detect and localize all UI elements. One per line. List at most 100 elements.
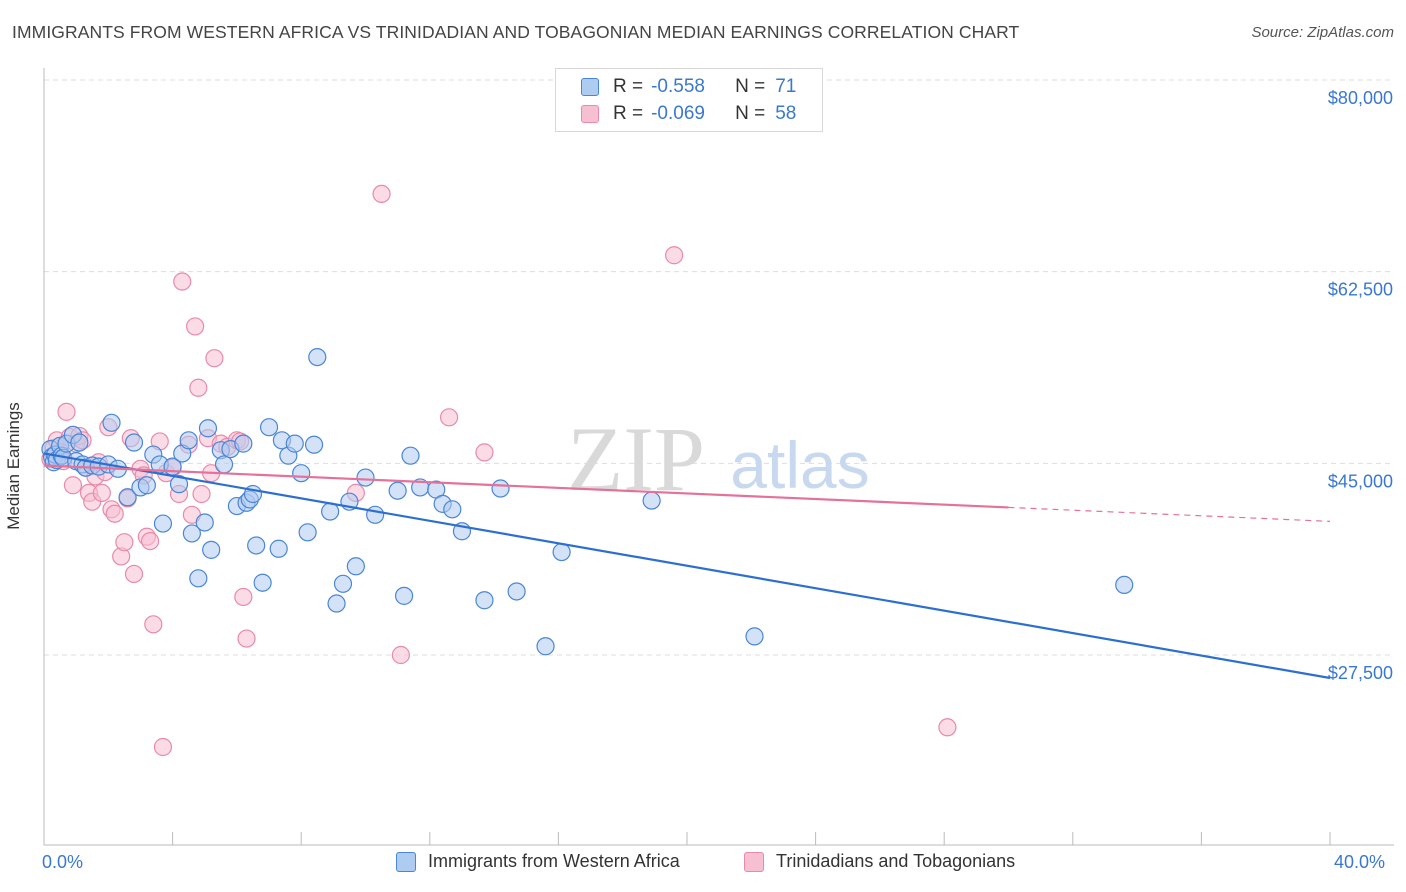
data-point-blue xyxy=(443,500,462,519)
data-point-pink xyxy=(234,587,253,607)
watermark-atlas: atlas xyxy=(730,428,869,502)
y-axis-label: Median Earnings xyxy=(4,402,23,530)
data-point-pink xyxy=(192,484,211,504)
data-point-blue xyxy=(70,433,89,452)
data-point-pink xyxy=(189,378,208,397)
data-point-blue xyxy=(475,591,494,610)
legend-row-pink: R = -0.069 N = 58 xyxy=(581,102,796,126)
data-point-pink xyxy=(475,443,494,462)
legend-swatch-blue xyxy=(581,78,599,96)
y-tick-label: $27,500 xyxy=(1328,663,1393,683)
data-point-blue xyxy=(285,434,304,453)
data-point-pink xyxy=(144,615,163,634)
trend-line-pink xyxy=(43,464,1009,509)
data-point-blue xyxy=(304,435,324,454)
data-point-pink xyxy=(173,272,192,291)
data-point-blue xyxy=(394,586,414,605)
data-point-blue xyxy=(153,514,173,533)
data-point-blue xyxy=(179,431,198,450)
legend-r-value-blue: -0.558 xyxy=(651,76,705,97)
data-point-pink xyxy=(92,483,111,503)
data-point-blue xyxy=(507,582,526,601)
data-point-blue xyxy=(536,637,555,656)
data-point-pink xyxy=(153,737,173,757)
data-point-blue xyxy=(401,446,420,465)
legend-n-value-blue: 71 xyxy=(775,76,797,97)
data-point-pink xyxy=(115,533,134,552)
x-tick-label-max: 40.0% xyxy=(1334,852,1386,872)
data-point-pink xyxy=(391,645,410,665)
legend-r-value-pink: -0.069 xyxy=(651,103,705,124)
data-point-blue xyxy=(356,468,375,487)
x-tick-label-min: 0.0% xyxy=(42,852,84,872)
data-point-blue xyxy=(234,434,253,453)
data-point-blue xyxy=(491,479,510,498)
legend-swatch-pink xyxy=(581,105,599,123)
bottom-legend-item-blue[interactable]: Immigrants from Western Africa xyxy=(396,851,680,872)
data-point-blue xyxy=(298,523,317,542)
data-point-pink xyxy=(105,504,124,523)
data-point-blue xyxy=(552,542,571,562)
data-point-pink xyxy=(140,531,160,551)
legend-n-label: N = xyxy=(735,76,766,97)
data-point-blue xyxy=(247,536,266,555)
data-point-pink xyxy=(372,184,391,204)
data-point-blue xyxy=(202,540,221,559)
legend-r-label: R = xyxy=(613,103,644,124)
y-tick-labels: $80,000 $62,500 $45,000 $27,500 xyxy=(1328,88,1393,683)
grid-lines xyxy=(44,79,1394,656)
trend-line-pink-extension xyxy=(1008,506,1331,522)
data-point-pink xyxy=(124,564,144,584)
data-point-pink xyxy=(186,317,205,336)
data-point-blue xyxy=(214,455,234,474)
bottom-legend-item-pink[interactable]: Trinidadians and Tobagonians xyxy=(744,851,1015,872)
trend-line-blue xyxy=(43,452,1331,680)
data-point-blue xyxy=(346,557,365,576)
data-point-blue xyxy=(198,419,218,438)
correlation-legend: R = -0.558 N = 71 R = -0.069 N = 58 xyxy=(555,68,823,132)
legend-n-label: N = xyxy=(735,103,766,124)
legend-r-label: R = xyxy=(613,76,644,97)
data-point-pink xyxy=(237,629,256,648)
y-tick-label: $45,000 xyxy=(1328,471,1393,491)
data-point-blue xyxy=(195,513,214,532)
legend-row-blue: R = -0.558 N = 71 xyxy=(581,75,796,99)
data-point-blue xyxy=(259,418,279,437)
data-point-blue xyxy=(169,475,189,494)
bottom-legend-swatch-blue xyxy=(396,851,416,872)
source-label: Source: ZipAtlas.com xyxy=(1251,24,1394,41)
trend-lines xyxy=(43,452,1331,680)
data-point-blue xyxy=(333,574,353,593)
data-point-pink xyxy=(938,718,957,737)
data-point-blue xyxy=(745,627,764,646)
bottom-legend-label-pink: Trinidadians and Tobagonians xyxy=(776,851,1016,871)
data-point-blue xyxy=(292,464,311,483)
data-point-blue xyxy=(182,524,201,543)
bottom-legend-label-blue: Immigrants from Western Africa xyxy=(428,851,680,871)
data-point-pink xyxy=(205,349,224,368)
chart-title: IMMIGRANTS FROM WESTERN AFRICA VS TRINID… xyxy=(12,22,1020,42)
data-point-blue xyxy=(189,569,208,588)
data-point-blue xyxy=(118,488,137,507)
data-point-blue xyxy=(124,433,144,452)
data-point-pink xyxy=(665,246,684,265)
data-point-pink xyxy=(63,476,83,495)
y-tick-label: $80,000 xyxy=(1328,88,1393,108)
data-point-pink xyxy=(57,402,76,421)
data-point-blue xyxy=(1115,575,1134,595)
legend-n-value-pink: 58 xyxy=(775,103,797,124)
data-point-pink xyxy=(439,408,459,427)
data-point-blue xyxy=(366,505,385,524)
bottom-legend: Immigrants from Western Africa Trinidadi… xyxy=(0,851,1406,877)
data-point-blue xyxy=(269,539,288,558)
data-point-blue xyxy=(642,491,661,510)
watermark-zip: ZIP xyxy=(567,408,705,510)
y-tick-label: $62,500 xyxy=(1328,280,1393,300)
bottom-legend-swatch-pink xyxy=(744,851,764,872)
axes xyxy=(43,68,1394,846)
data-point-blue xyxy=(327,594,346,613)
data-point-blue xyxy=(308,347,327,367)
data-point-blue xyxy=(388,481,407,500)
data-point-blue xyxy=(102,413,121,432)
